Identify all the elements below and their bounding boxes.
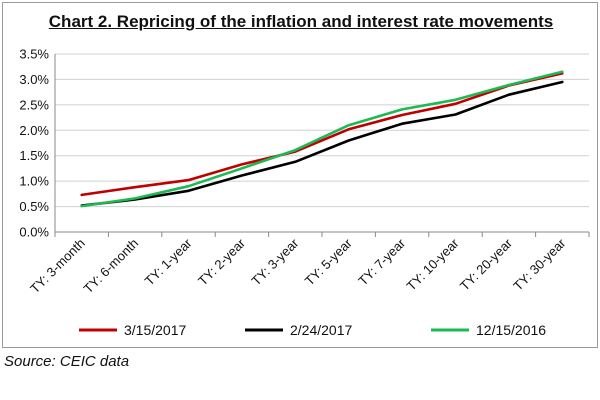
x-tick-label: TY: 30-year — [510, 235, 569, 294]
series-line-1 — [80, 72, 564, 197]
y-tick-label: 1.5% — [19, 148, 49, 163]
axis-layer: 0.0% 0.5% 1.0% 1.5% 2.0% 2.5% 3.0% 3.5% TY: 3-mo… — [19, 47, 590, 297]
y-tick-label: 0.0% — [19, 225, 49, 240]
line-chart: 0.0% 0.5% 1.0% 1.5% 2.0% 2.5% 3.0% 3.5% TY: 3-mo… — [19, 47, 590, 338]
x-tick-label: TY: 6-month — [81, 236, 142, 297]
x-tick-label: TY: 3-month — [27, 236, 88, 297]
chart-title: Chart 2. Repricing of the inflation and … — [48, 12, 554, 31]
legend-label-1: 3/15/2017 — [124, 322, 186, 338]
series-line-3 — [80, 70, 564, 208]
series-layer — [80, 70, 564, 208]
chart-frame: Chart 2. Repricing of the inflation and … — [2, 2, 598, 348]
x-tick-label: TY: 5-year — [302, 235, 355, 288]
x-tick-label: TY: 10-year — [403, 235, 462, 294]
series-line-2 — [80, 80, 564, 207]
x-tick-label: TY: 20-year — [457, 235, 516, 294]
legend-label-3: 12/15/2016 — [476, 322, 546, 338]
y-tick-label: 3.5% — [19, 47, 49, 62]
legend-label-2: 2/24/2017 — [290, 322, 352, 338]
grid-layer — [55, 53, 589, 233]
legend: 3/15/2017 2/24/2017 12/15/2016 — [79, 322, 546, 338]
y-tick-label: 2.5% — [19, 97, 49, 112]
x-tick-label: TY: 1-year — [142, 235, 195, 288]
y-tick-label: 2.0% — [19, 123, 49, 138]
source-note: Source: CEIC data — [4, 353, 130, 370]
x-tick-label: TY: 7-year — [355, 235, 408, 288]
y-tick-label: 3.0% — [19, 72, 49, 87]
y-tick-label: 0.5% — [19, 199, 49, 214]
y-tick-label: 1.0% — [19, 174, 49, 189]
x-tick-label: TY: 2-year — [195, 235, 248, 288]
x-tick-label: TY: 3-year — [248, 235, 301, 288]
